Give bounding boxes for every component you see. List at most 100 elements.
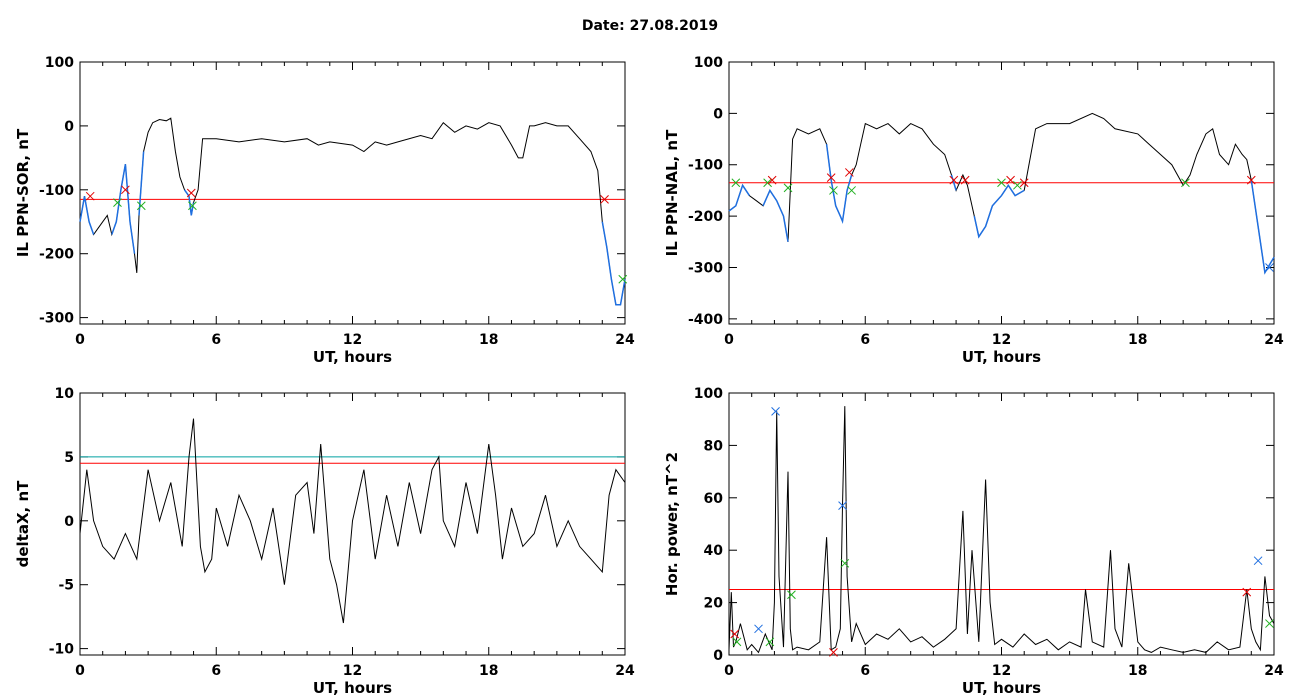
x-tick-label: 0 [724,332,734,348]
x-tick-label: 24 [1264,332,1284,348]
y-tick-label: 100 [45,55,74,71]
marker-stroke [845,168,854,177]
panel-deltax: 0 6 12 18 24 -10 -5 0 5 10 UT, hours deltaX, nT [14,386,635,697]
figure-title: Date: 27.08.2019 [581,18,719,34]
marker-stroke [1253,556,1263,566]
event-marker [121,185,130,195]
series-line [728,112,1275,275]
x-tick-label: 0 [724,663,734,679]
y-tick-label: -300 [39,311,74,327]
marker-stroke [186,188,196,198]
x-axis-label: UT, hours [962,679,1041,697]
y-tick-label: -300 [688,260,723,276]
y-tick-label: -200 [39,247,74,263]
event-marker [829,648,838,657]
x-tick-label: 6 [211,332,221,348]
panel-nal: 0 6 12 18 24 -400 -300 -200 -100 0 100 UT, hours IL … [663,55,1284,366]
marker-stroke [997,178,1006,188]
event-marker [113,198,122,207]
marker-stroke [618,274,628,284]
event-marker [186,188,196,198]
event-marker [1253,556,1263,566]
marker-stroke [1013,180,1022,190]
series-highlight [728,183,751,212]
y-tick-label: -5 [58,578,74,594]
event-marker [136,201,146,211]
event-marker [732,637,742,647]
y-tick-label: -200 [688,209,723,225]
marker-stroke [85,191,95,201]
marker-stroke [754,624,763,634]
event-marker [754,624,763,634]
series-highlight [973,183,1025,239]
event-marker [1181,178,1190,188]
plot-frame [728,61,1275,325]
event-marker [1013,180,1022,190]
marker-stroke [113,198,122,207]
series-highlight [1250,180,1275,275]
x-tick-label: 24 [615,663,635,679]
series-line [79,418,626,624]
marker-stroke [731,178,741,188]
x-tick-label: 0 [75,663,85,679]
x-tick-label: 12 [343,332,362,348]
marker-stroke [1265,619,1274,628]
y-tick-label: -10 [49,642,75,658]
marker-stroke [600,195,609,204]
marker-stroke [1181,178,1190,188]
x-tick-label: 18 [479,332,498,348]
marker-stroke [765,637,775,647]
x-tick-label: 12 [992,332,1011,348]
marker-stroke [949,175,959,185]
y-tick-label: 100 [694,386,723,402]
series-highlight [762,188,789,242]
plot-frame [728,392,1275,656]
y-tick-label: 0 [64,514,74,530]
series-line [79,117,626,306]
marker-stroke [829,186,838,195]
marker-stroke [730,629,740,639]
y-tick-label: 10 [55,386,75,402]
x-tick-label: 24 [615,332,635,348]
y-tick-label: 0 [713,106,723,122]
y-tick-label: 20 [704,596,724,612]
y-tick-label: 100 [694,55,723,71]
y-tick-label: 40 [704,543,724,559]
event-marker [731,178,741,188]
event-marker [85,191,95,201]
marker-stroke [1265,263,1274,272]
marker-stroke [188,201,197,211]
y-axis-label: IL PPN-NAL, nT [663,129,681,256]
series-highlight [111,164,136,254]
marker-stroke [838,501,847,511]
y-axis-label: Hor. power, nT^2 [663,452,681,596]
x-tick-label: 6 [860,332,870,348]
x-tick-label: 18 [479,663,498,679]
marker-stroke [960,175,970,185]
marker-stroke [136,201,146,211]
y-tick-label: 60 [704,491,724,507]
x-tick-label: 6 [211,663,221,679]
marker-stroke [787,590,796,600]
x-tick-label: 18 [1128,663,1147,679]
y-tick-label: 0 [64,119,74,135]
marker-stroke [771,406,780,416]
marker-stroke [732,637,742,647]
x-axis-label: UT, hours [962,348,1041,366]
event-marker [1265,619,1274,628]
event-marker [1265,263,1274,272]
event-marker [730,629,740,639]
x-tick-label: 12 [343,663,362,679]
x-tick-label: 18 [1128,332,1147,348]
series-highlight [183,189,195,216]
series-highlight [79,196,95,235]
event-marker [783,183,793,193]
marker-stroke [840,558,850,568]
y-tick-label: 0 [713,648,723,664]
y-tick-label: 80 [704,438,724,454]
marker-stroke [767,175,777,185]
y-tick-label: -400 [688,312,723,328]
event-marker [826,173,836,182]
event-marker [767,175,777,185]
series-line [728,406,1275,654]
